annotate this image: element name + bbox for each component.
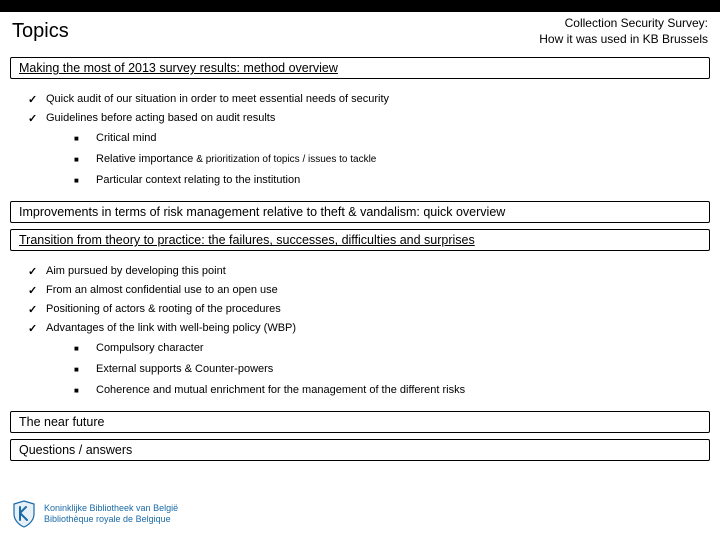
square-text: Compulsory character: [96, 342, 204, 354]
section-box-method: Making the most of 2013 survey results: …: [10, 57, 710, 79]
section-title: Questions / answers: [19, 443, 132, 457]
content-area: Making the most of 2013 survey results: …: [0, 57, 720, 461]
sub-bullets: ■ Compulsory character ■ External suppor…: [28, 342, 710, 398]
check-icon: ✓: [28, 265, 40, 278]
section-box-improvements: Improvements in terms of risk management…: [10, 201, 710, 223]
check-icon: ✓: [28, 303, 40, 316]
check-item: ✓ Positioning of actors & rooting of the…: [28, 303, 710, 316]
logo-line1: Koninklijke Bibliotheek van België: [44, 503, 178, 514]
square-icon: ■: [74, 384, 82, 398]
logo-line2: Bibliothèque royale de Belgique: [44, 514, 178, 525]
square-text: External supports & Counter-powers: [96, 363, 273, 375]
check-icon: ✓: [28, 284, 40, 297]
square-text: Particular context relating to the insti…: [96, 174, 300, 186]
sub-bullets: ■ Critical mind ■ Relative importance & …: [28, 132, 710, 188]
section-2-bullets: ✓ Aim pursued by developing this point ✓…: [10, 257, 710, 411]
section-0-bullets: ✓ Quick audit of our situation in order …: [10, 85, 710, 201]
section-box-qa: Questions / answers: [10, 439, 710, 461]
square-item: ■ Compulsory character: [74, 342, 710, 356]
shield-icon: [12, 500, 36, 528]
square-item: ■ Particular context relating to the ins…: [74, 174, 710, 188]
header-subtitle-line1: Collection Security Survey:: [539, 16, 708, 32]
page-title: Topics: [12, 20, 69, 43]
check-text: From an almost confidential use to an op…: [46, 284, 278, 296]
section-title: Making the most of 2013 survey results: …: [19, 61, 338, 75]
check-item: ✓ Advantages of the link with well-being…: [28, 322, 710, 335]
square-text: Critical mind: [96, 132, 157, 144]
square-item: ■ Critical mind: [74, 132, 710, 146]
square-icon: ■: [74, 342, 82, 356]
check-item: ✓ Aim pursued by developing this point: [28, 265, 710, 278]
check-text: Advantages of the link with well-being p…: [46, 322, 296, 334]
section-box-transition: Transition from theory to practice: the …: [10, 229, 710, 251]
check-item: ✓ Guidelines before acting based on audi…: [28, 112, 710, 125]
logo-text: Koninklijke Bibliotheek van België Bibli…: [44, 503, 178, 525]
square-icon: ■: [74, 132, 82, 146]
footer-logo: Koninklijke Bibliotheek van België Bibli…: [12, 500, 178, 528]
square-item: ■ External supports & Counter-powers: [74, 363, 710, 377]
square-text: Relative importance & prioritization of …: [96, 153, 376, 165]
header-subtitle: Collection Security Survey: How it was u…: [539, 16, 708, 47]
check-icon: ✓: [28, 322, 40, 335]
check-text: Quick audit of our situation in order to…: [46, 93, 389, 105]
square-icon: ■: [74, 174, 82, 188]
section-title: The near future: [19, 415, 104, 429]
square-icon: ■: [74, 153, 82, 167]
section-title: Improvements in terms of risk management…: [19, 205, 505, 219]
square-item: ■ Coherence and mutual enrichment for th…: [74, 384, 710, 398]
check-text: Aim pursued by developing this point: [46, 265, 226, 277]
square-text: Coherence and mutual enrichment for the …: [96, 384, 465, 396]
square-icon: ■: [74, 363, 82, 377]
check-icon: ✓: [28, 93, 40, 106]
header-subtitle-line2: How it was used in KB Brussels: [539, 32, 708, 48]
square-text-small: & prioritization of topics / issues to t…: [196, 154, 376, 165]
header-row: Topics Collection Security Survey: How i…: [0, 12, 720, 57]
check-item: ✓ From an almost confidential use to an …: [28, 284, 710, 297]
section-title: Transition from theory to practice: the …: [19, 233, 475, 247]
top-bar: [0, 0, 720, 12]
section-box-future: The near future: [10, 411, 710, 433]
check-text: Positioning of actors & rooting of the p…: [46, 303, 281, 315]
square-text-main: Relative importance: [96, 153, 196, 165]
check-icon: ✓: [28, 112, 40, 125]
check-item: ✓ Quick audit of our situation in order …: [28, 93, 710, 106]
check-text: Guidelines before acting based on audit …: [46, 112, 275, 124]
square-item: ■ Relative importance & prioritization o…: [74, 153, 710, 167]
